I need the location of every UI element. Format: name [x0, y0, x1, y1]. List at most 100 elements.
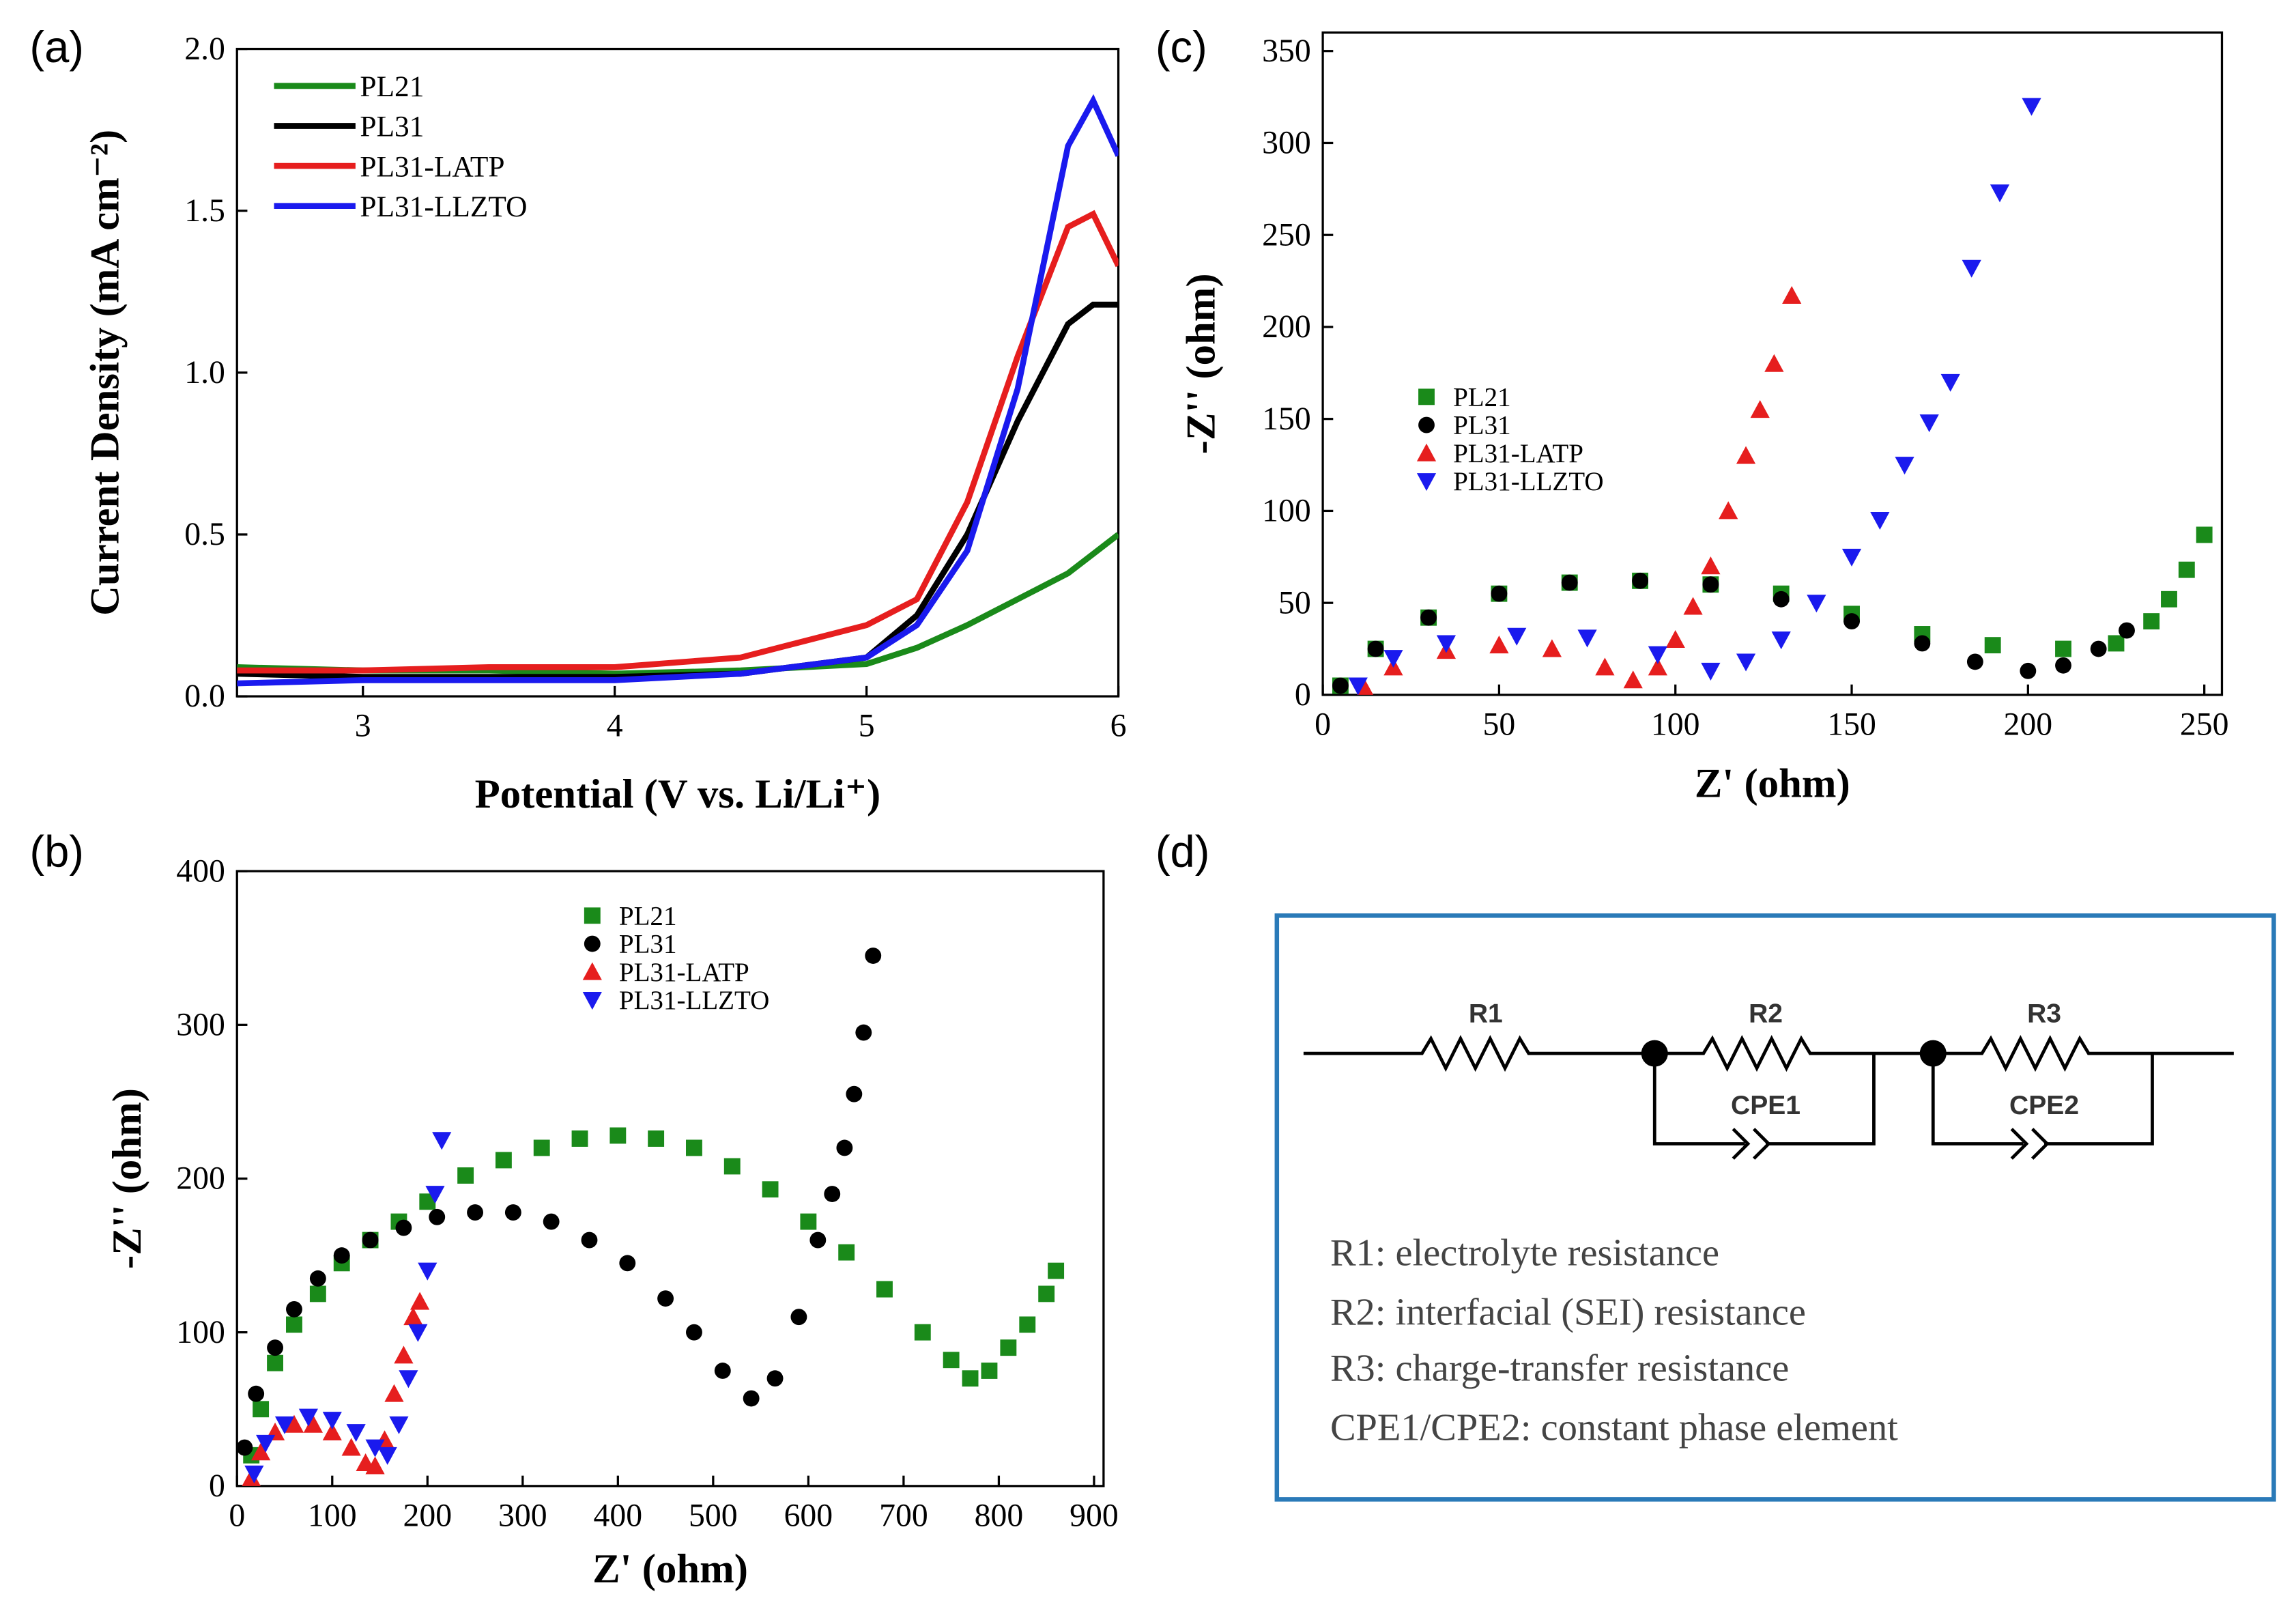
marker	[790, 1309, 807, 1326]
marker	[1491, 585, 1508, 602]
legend-label: PL31	[619, 930, 677, 959]
component-label: CPE2	[2009, 1091, 2079, 1120]
marker	[410, 1292, 430, 1310]
y-tick-label: 2.0	[184, 31, 225, 67]
plot-area	[237, 94, 1119, 687]
marker	[425, 1186, 445, 1204]
legend-label: PL21	[1453, 382, 1511, 412]
marker	[619, 1255, 636, 1272]
marker	[1632, 572, 1648, 589]
plot-frame	[1321, 31, 2224, 696]
marker	[457, 1167, 474, 1184]
marker	[467, 1204, 483, 1221]
component-label: R3	[2027, 999, 2061, 1029]
marker	[1773, 590, 1790, 608]
marker	[1701, 556, 1721, 575]
marker	[581, 1231, 598, 1249]
marker	[286, 1300, 302, 1318]
component-label: CPE1	[1731, 1091, 1800, 1120]
marker	[838, 1244, 855, 1261]
legend-label: PL31-LLZTO	[1453, 467, 1604, 496]
marker	[1038, 1285, 1055, 1302]
marker	[362, 1231, 379, 1249]
marker	[322, 1422, 342, 1440]
marker	[408, 1324, 428, 1342]
marker	[571, 1130, 588, 1147]
marker	[1561, 574, 1578, 591]
x-tick-label: 0	[1315, 706, 1331, 742]
cpe-symbol	[1732, 1128, 2050, 1160]
marker	[1000, 1339, 1017, 1356]
marker	[1782, 286, 1802, 304]
y-tick-label: 50	[1278, 584, 1311, 621]
marker	[1736, 653, 1756, 672]
marker	[418, 1262, 437, 1281]
marker	[1683, 597, 1703, 615]
note: R2: interfacial (SEI) resistance	[1330, 1291, 1806, 1333]
marker	[2055, 657, 2071, 674]
marker	[657, 1290, 674, 1307]
marker	[609, 1127, 627, 1144]
marker	[1623, 670, 1643, 689]
marker	[943, 1352, 960, 1369]
marker	[1048, 1262, 1065, 1279]
marker	[267, 1339, 283, 1356]
marker	[1577, 629, 1597, 648]
x-tick-label: 3	[355, 708, 371, 744]
marker	[1489, 636, 1509, 654]
chart: (c) 0 50 100 150 200 250 0 50 100 150 200 250 300 350 Z…	[1156, 22, 2229, 806]
marker	[1507, 627, 1527, 646]
marker	[1841, 548, 1862, 567]
marker	[1962, 259, 1981, 278]
data-line	[237, 532, 1119, 677]
marker	[914, 1324, 931, 1341]
wire	[1652, 1053, 2154, 1145]
marker	[303, 1414, 323, 1433]
x-tick-label: 6	[1110, 708, 1127, 744]
y-tick-label: 300	[1262, 125, 1311, 161]
marker	[766, 1370, 784, 1387]
marker	[1019, 1316, 1036, 1333]
marker	[256, 1434, 276, 1453]
marker	[855, 1024, 872, 1041]
marker	[2022, 98, 2041, 116]
marker	[1648, 657, 1667, 676]
marker	[1940, 373, 1960, 392]
marker	[836, 1139, 853, 1156]
marker	[648, 1130, 665, 1147]
marker	[2143, 613, 2160, 630]
marker	[1919, 414, 1939, 433]
marker	[432, 1132, 452, 1150]
y-tick-label: 400	[176, 853, 225, 889]
marker	[1984, 637, 2001, 654]
x-tick-label: 250	[2180, 706, 2229, 742]
x-tick-label: 50	[1483, 706, 1516, 742]
node	[1641, 1040, 1668, 1067]
plot-frame	[235, 48, 1120, 698]
marker	[253, 1401, 270, 1418]
marker	[1348, 677, 1368, 695]
x-axis-label: Z' (ohm)	[592, 1546, 748, 1592]
legend-marker	[1418, 388, 1435, 405]
marker	[543, 1213, 560, 1230]
marker	[1701, 662, 1721, 681]
y-tick-label: 1.0	[184, 354, 225, 390]
marker	[1895, 457, 1914, 475]
marker	[809, 1231, 827, 1249]
node	[1919, 1040, 1947, 1067]
marker	[429, 1208, 446, 1225]
marker	[714, 1363, 731, 1379]
note: R1: electrolyte resistance	[1330, 1231, 1719, 1274]
panel-label: (a)	[29, 22, 84, 72]
y-tick-label: 0	[209, 1468, 225, 1504]
panel-label: (d)	[1156, 827, 1210, 877]
marker	[2090, 640, 2107, 657]
chart: (b) 0 100 200 300 400 500 600 700 800 900 0 100 200 30…	[29, 827, 1118, 1592]
legend-label: PL31	[1453, 411, 1511, 440]
marker	[1367, 640, 1384, 657]
marker	[395, 1219, 412, 1236]
component-label: R2	[1749, 999, 1783, 1029]
marker	[865, 948, 882, 964]
marker	[1771, 631, 1791, 650]
